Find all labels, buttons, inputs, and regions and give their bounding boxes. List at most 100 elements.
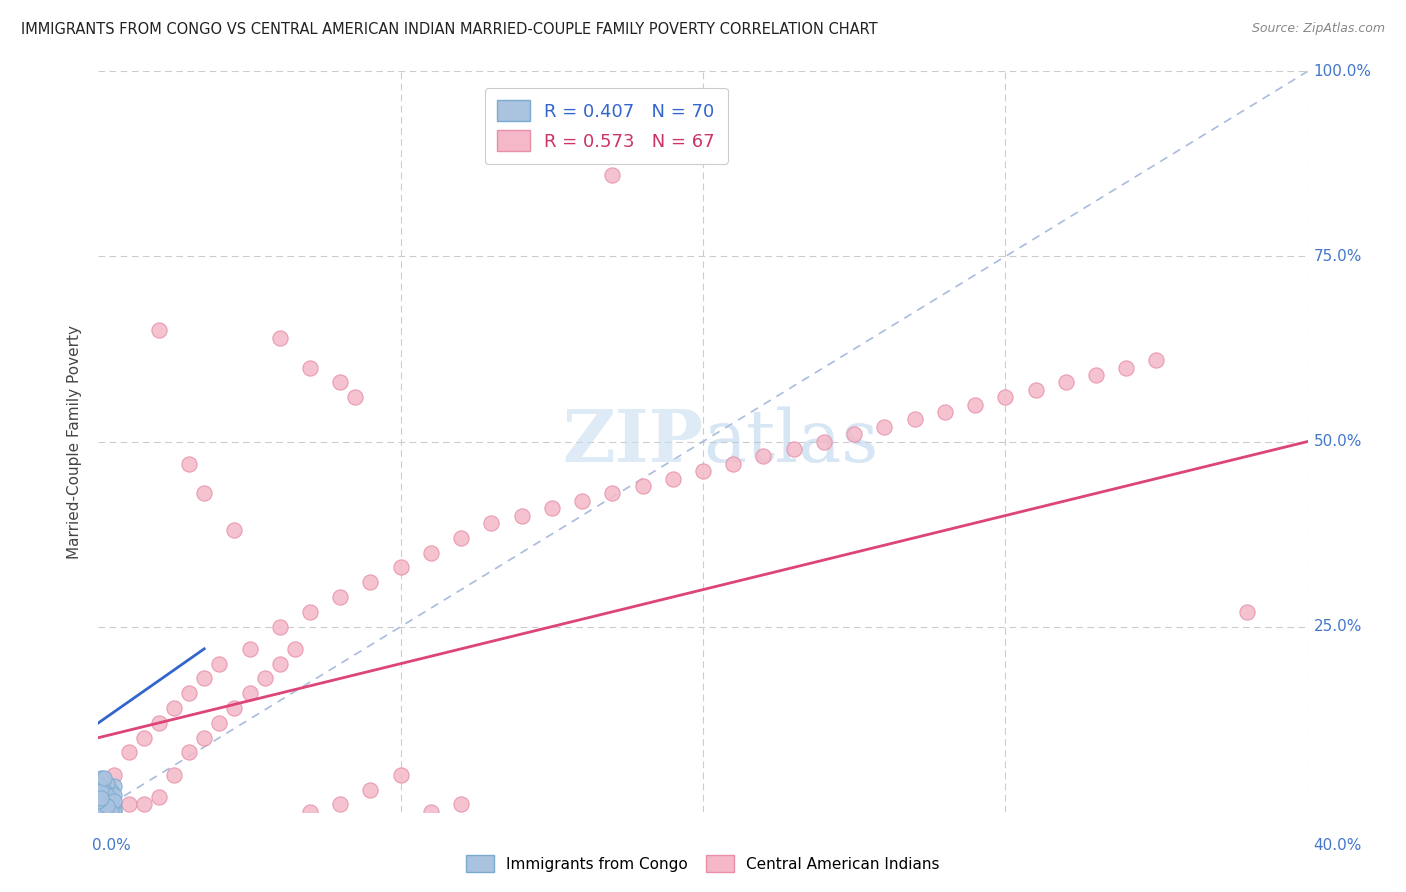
Point (284, 641, 307, 656)
Point (208, 715, 231, 730)
Point (344, 390, 367, 404)
Point (193, 672, 215, 686)
Point (132, 731, 155, 745)
Point (723, 457, 745, 471)
Point (90, 805, 112, 819)
Point (360, 782, 382, 797)
Point (1115, 360, 1137, 375)
Point (450, 797, 472, 812)
Point (96, 805, 118, 819)
Point (87, 776, 110, 790)
Point (87, 789, 110, 803)
Point (329, 376, 352, 390)
Point (132, 797, 155, 812)
Point (752, 450, 775, 464)
Point (90, 797, 112, 812)
Point (100, 798, 122, 813)
Point (100, 805, 122, 819)
Point (103, 767, 125, 781)
Point (163, 701, 186, 715)
Point (1054, 376, 1077, 390)
Point (224, 701, 246, 715)
Point (103, 805, 125, 819)
Point (87, 796, 110, 810)
Point (692, 464, 714, 478)
Point (90, 797, 112, 812)
Point (87, 779, 110, 793)
Point (253, 672, 276, 686)
Point (87, 805, 110, 819)
Point (193, 731, 215, 745)
Point (93, 794, 115, 808)
Text: Source: ZipAtlas.com: Source: ZipAtlas.com (1251, 22, 1385, 36)
Text: 25.0%: 25.0% (1313, 619, 1362, 634)
Point (93, 805, 115, 819)
Point (90, 772, 112, 786)
Point (1144, 353, 1167, 368)
Point (103, 789, 125, 803)
Point (90, 798, 112, 813)
Point (96, 798, 118, 813)
Point (299, 360, 322, 375)
Point (96, 797, 118, 812)
Point (103, 801, 125, 815)
Point (93, 789, 115, 804)
Text: 0.0%: 0.0% (93, 838, 131, 853)
Point (1236, 605, 1258, 619)
Point (90, 794, 112, 808)
Point (148, 324, 170, 338)
Point (239, 686, 262, 700)
Legend: R = 0.407   N = 70, R = 0.573   N = 67: R = 0.407 N = 70, R = 0.573 N = 67 (485, 87, 728, 164)
Point (90, 798, 112, 813)
Point (602, 486, 624, 500)
Text: atlas: atlas (703, 406, 879, 477)
Point (602, 168, 624, 182)
Point (87, 805, 110, 819)
Point (783, 442, 806, 456)
Point (87, 782, 110, 797)
Point (96, 805, 118, 819)
Text: IMMIGRANTS FROM CONGO VS CENTRAL AMERICAN INDIAN MARRIED-COUPLE FAMILY POVERTY C: IMMIGRANTS FROM CONGO VS CENTRAL AMERICA… (21, 22, 877, 37)
Point (90, 789, 112, 804)
Point (96, 798, 118, 813)
Point (965, 398, 987, 412)
Point (90, 779, 112, 793)
Point (90, 791, 112, 805)
Point (813, 434, 835, 449)
Point (329, 797, 352, 812)
Point (994, 390, 1017, 404)
Point (103, 805, 125, 819)
Point (571, 493, 593, 508)
Point (96, 786, 118, 800)
Point (118, 797, 141, 812)
Point (269, 619, 291, 633)
Point (87, 805, 110, 819)
Legend: Immigrants from Congo, Central American Indians: Immigrants from Congo, Central American … (458, 847, 948, 880)
Point (1085, 368, 1108, 382)
Point (96, 776, 118, 790)
Point (93, 794, 115, 808)
Point (93, 801, 115, 815)
Point (934, 405, 956, 419)
Point (631, 479, 654, 493)
Point (540, 501, 562, 516)
Point (100, 797, 122, 812)
Y-axis label: Married-Couple Family Poverty: Married-Couple Family Poverty (67, 325, 83, 558)
Point (87, 789, 110, 804)
Point (93, 798, 115, 813)
Point (481, 516, 503, 530)
Point (148, 789, 170, 804)
Point (93, 805, 115, 819)
Point (420, 805, 443, 819)
Point (87, 794, 110, 808)
Point (93, 772, 115, 786)
Point (93, 805, 115, 819)
Point (420, 546, 443, 560)
Point (93, 784, 115, 798)
Point (389, 767, 412, 781)
Point (90, 805, 112, 819)
Point (904, 412, 927, 426)
Point (269, 657, 291, 671)
Point (179, 746, 201, 760)
Point (90, 782, 112, 797)
